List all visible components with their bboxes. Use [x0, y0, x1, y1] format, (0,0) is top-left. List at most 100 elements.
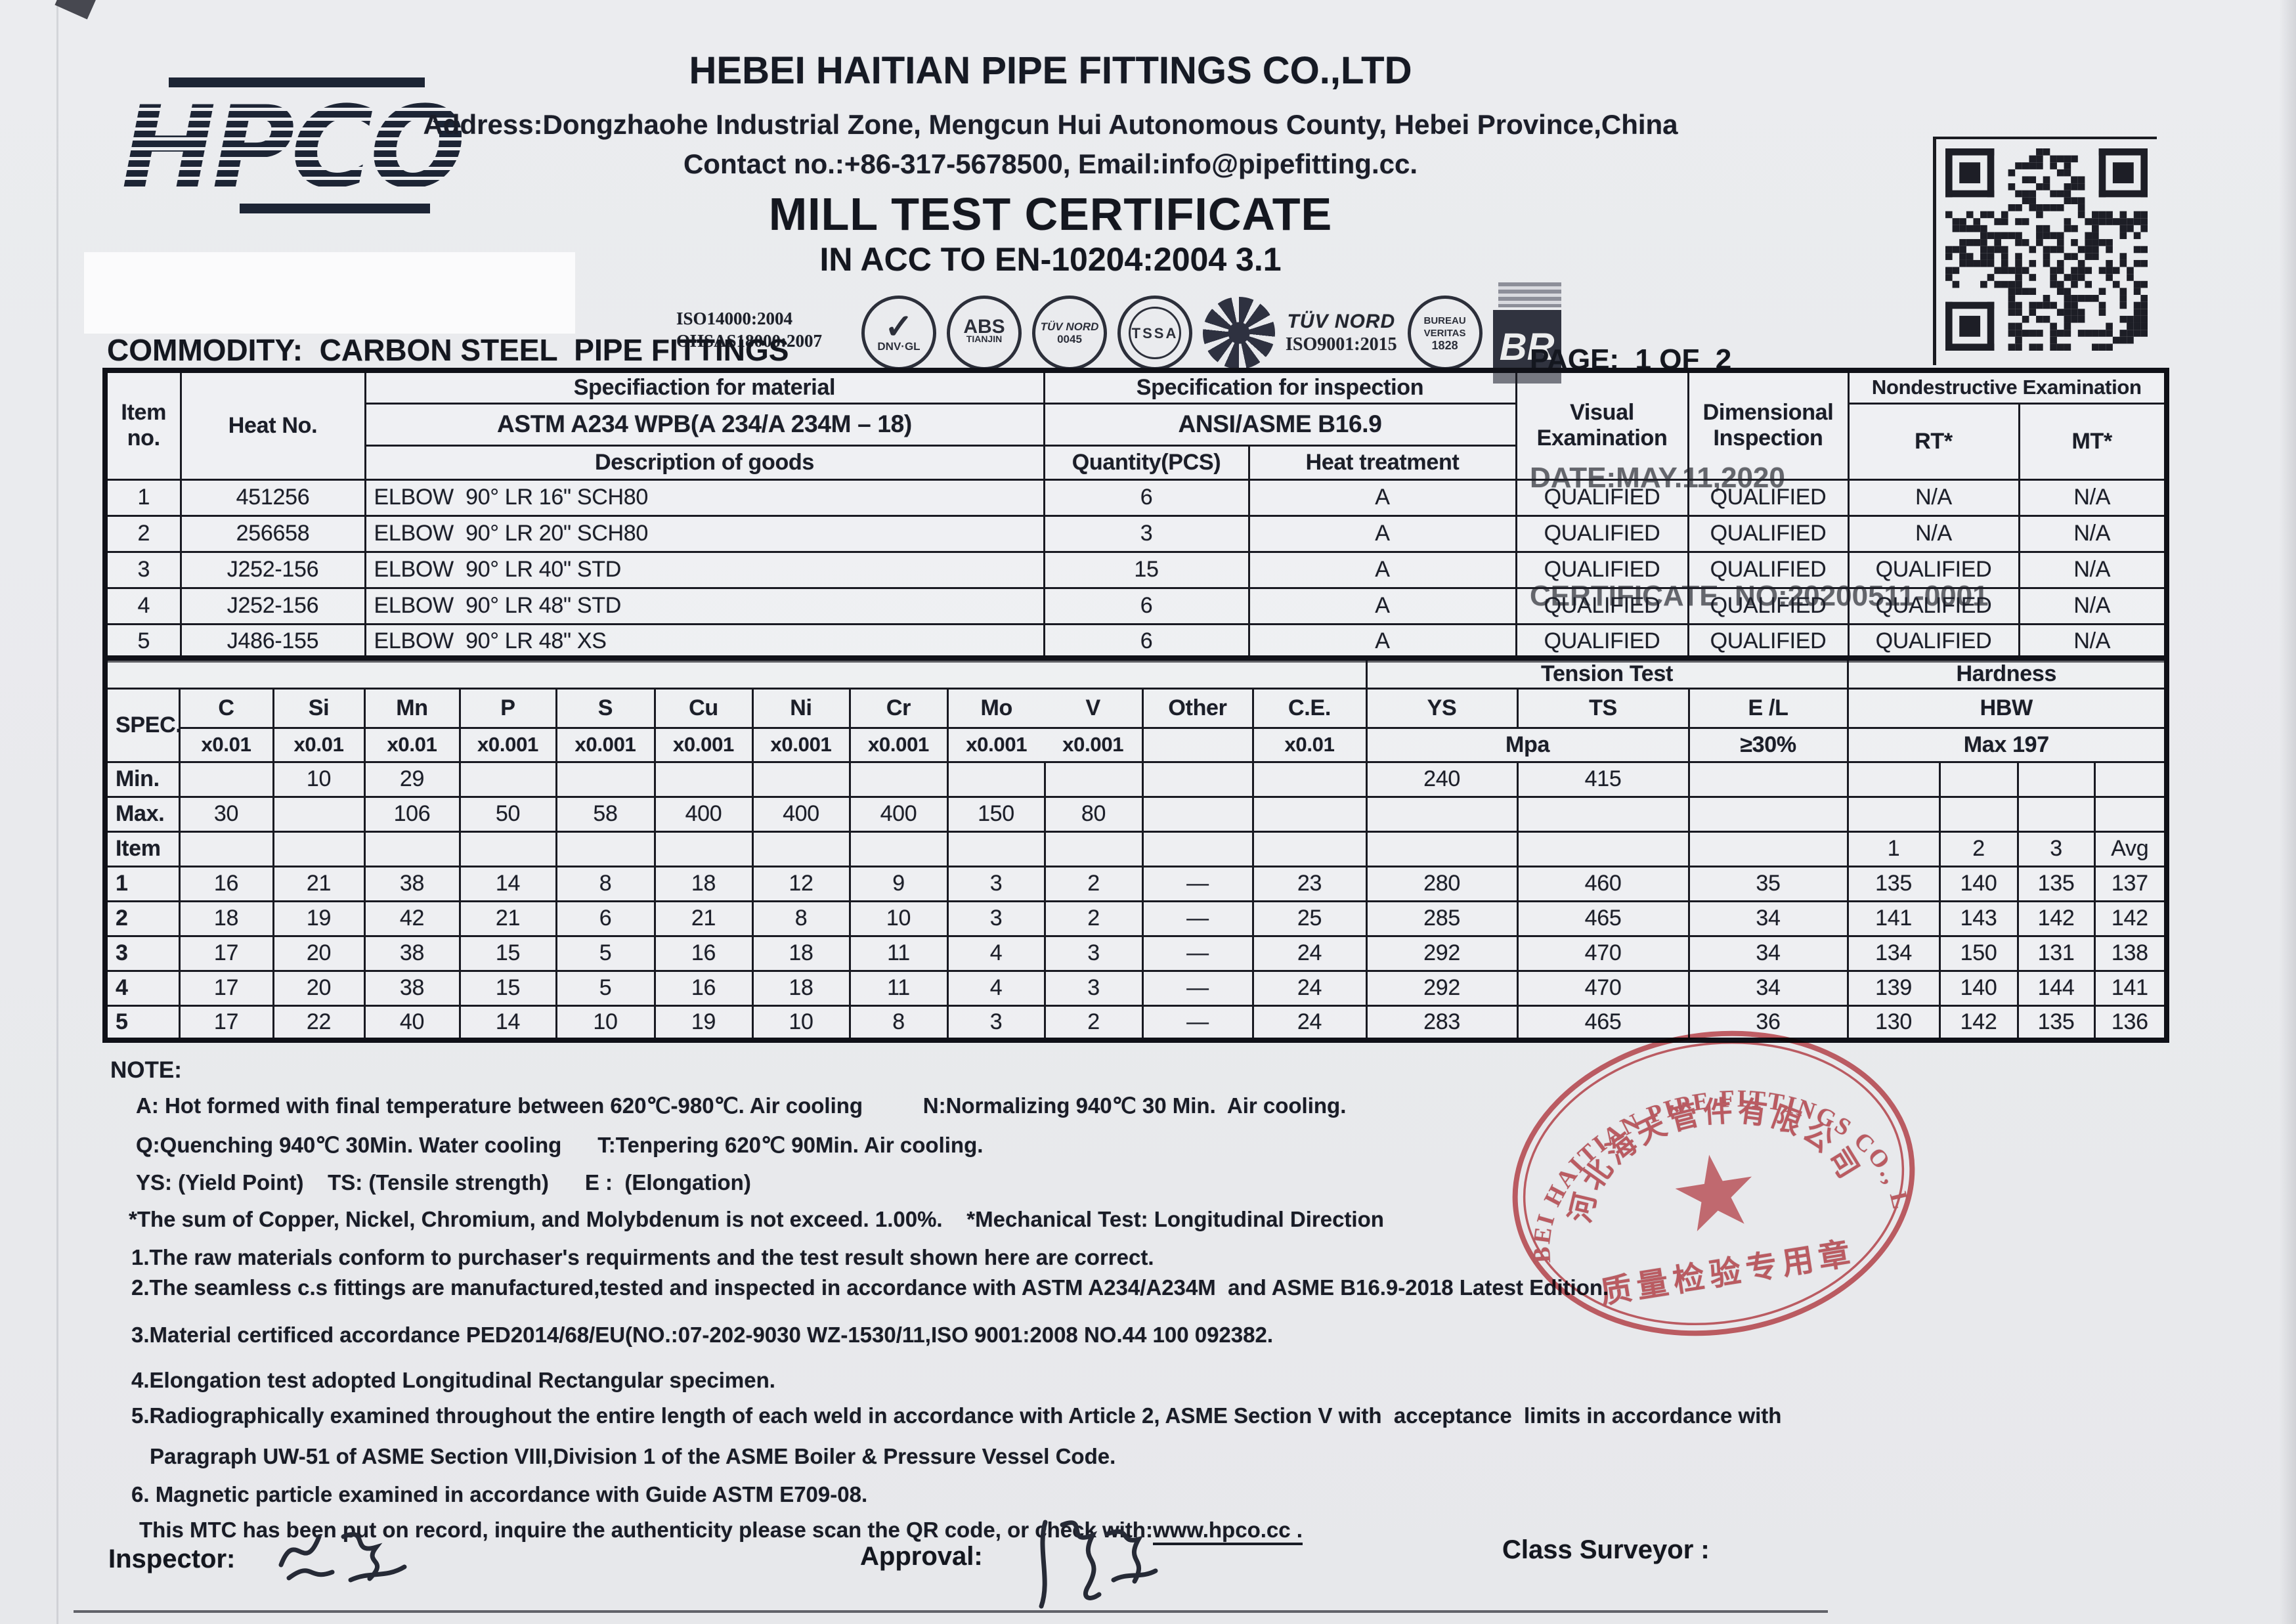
table-cell: 15 [458, 934, 557, 972]
table-cell: 18 [653, 865, 754, 902]
table-cell: 3 [104, 934, 181, 972]
col-header-hbw: HBW [1846, 687, 2168, 729]
tuv-nord-iso9001-badge: TÜV NORD ISO9001:2015 [1286, 311, 1397, 355]
table-row: 1 16 21 38 14 8 18 12 9 3 2 — 23 280 460… [104, 865, 2168, 902]
table-cell: 2 [104, 514, 182, 553]
table-cell: Item [104, 830, 181, 867]
logo-top-bar [169, 77, 425, 87]
table-cell: QUALIFIED [1687, 623, 1850, 661]
table-cell: — [1141, 1004, 1254, 1042]
table-cell: 3 [1043, 514, 1250, 553]
table-cell: 3 [946, 1004, 1046, 1042]
inspector-signature [278, 1531, 407, 1583]
badge-year: 1828 [1431, 338, 1458, 352]
table-cell: 137 [2093, 865, 2168, 902]
scan-corner-artifact [54, 0, 97, 20]
table-cell [1687, 795, 1849, 833]
bureau-veritas-badge-icon: BUREAU VERITAS 1828 [1407, 296, 1483, 370]
table-cell: 35 [1687, 865, 1849, 902]
table-cell [272, 830, 366, 867]
table-cell: 17 [178, 934, 274, 972]
badge-label: TÜV NORD [1287, 311, 1396, 332]
note-heat-treatment-a: A: Hot formed with final temperature bet… [136, 1093, 1347, 1118]
table-cell: 10 [751, 1004, 851, 1042]
spacer-cell [104, 657, 1368, 690]
table-cell: 144 [2016, 969, 2096, 1007]
table-cell: 16 [653, 934, 754, 972]
table-cell: 30 [178, 795, 274, 833]
table-cell: Max. [104, 795, 181, 833]
table-cell: 292 [1365, 934, 1519, 972]
note-item-5-line-2: Paragraph UW-51 of ASME Section VIII,Div… [150, 1444, 1116, 1468]
table-cell: 135 [2016, 1004, 2096, 1042]
table-cell: 3 [1043, 969, 1144, 1007]
table-cell: 10 [848, 900, 949, 937]
tssa-badge-icon: TSSA [1117, 296, 1192, 370]
abs-badge-icon: ABS TIANJIN [947, 296, 1022, 370]
table-cell: 6 [1043, 623, 1250, 661]
qr-code-image [1945, 148, 2148, 351]
table-cell: 80 [1043, 795, 1144, 833]
material-standard: ASTM A234 WPB(A 234/A 234M – 18) [364, 402, 1045, 447]
table-cell: 1 [1846, 830, 1941, 867]
unit-mpa: Mpa [1365, 726, 1690, 763]
table-cell: QUALIFIED [1687, 514, 1850, 553]
col-header-el: E /L [1687, 687, 1849, 729]
table-cell: 2 [1043, 1004, 1144, 1042]
table-row: 3 J252-156 ELBOW 90° LR 40" STD 15 A QUA… [104, 550, 2168, 589]
col-header-v: V [1045, 687, 1144, 729]
table-cell: ELBOW 90° LR 20" SCH80 [364, 514, 1045, 553]
table-cell: 142 [2016, 900, 2096, 937]
table-cell: 21 [272, 865, 366, 902]
col-header-dimensional-inspection: Dimensional Inspection [1687, 369, 1850, 481]
table-cell: 42 [363, 900, 461, 937]
table-cell [1687, 760, 1849, 798]
table-cell: 142 [2093, 900, 2168, 937]
table-cell [2093, 795, 2168, 833]
multiplier-v: x0.001 [1045, 726, 1144, 763]
table-cell [1365, 830, 1519, 867]
table-row: 5 17 22 40 14 10 19 10 8 3 2 — 24 283 46… [104, 1004, 2168, 1042]
approval-label: Approval: [860, 1542, 983, 1571]
document-subtitle: IN ACC TO EN-10204:2004 3.1 [819, 241, 1282, 278]
table-cell: 11 [848, 934, 949, 972]
table-cell: 4 [104, 969, 181, 1007]
scan-right-shade [2279, 0, 2296, 1624]
multiplier-cr: x0.001 [848, 726, 949, 763]
table-cell: 283 [1365, 1004, 1519, 1042]
table-cell: 6 [555, 900, 656, 937]
table-cell: 4 [946, 934, 1046, 972]
tssa-inner-ring: TSSA [1129, 307, 1181, 359]
table-cell [363, 830, 461, 867]
table-cell [946, 830, 1046, 867]
table-cell: 131 [2016, 934, 2096, 972]
table-cell: — [1141, 934, 1254, 972]
table-cell [848, 760, 949, 798]
col-header-si: Si [272, 687, 366, 729]
iso-certification-label: ISO14000:2004 OHSAS18000:2007 [676, 309, 823, 351]
table-cell [272, 795, 366, 833]
table-cell [1938, 795, 2019, 833]
table-cell: Min. [104, 760, 181, 798]
table-cell: ELBOW 90° LR 40" STD [364, 550, 1045, 589]
table-cell: Avg [2093, 830, 2168, 867]
table-cell: 2 [1043, 865, 1144, 902]
table-cell: 142 [1938, 1004, 2019, 1042]
table-cell: 3 [946, 865, 1046, 902]
table-cell: 3 [2016, 830, 2096, 867]
table-cell: A [1247, 478, 1517, 517]
multiplier-ni: x0.001 [751, 726, 851, 763]
table-cell: 280 [1365, 865, 1519, 902]
table-cell: 10 [272, 760, 366, 798]
table-cell: QUALIFIED [1687, 550, 1850, 589]
table-cell: 470 [1516, 969, 1690, 1007]
multiplier-ce: x0.01 [1251, 726, 1368, 763]
table-cell: A [1247, 514, 1517, 553]
table-cell: 40 [363, 1004, 461, 1042]
table-cell: 460 [1516, 865, 1690, 902]
table-cell [1043, 760, 1144, 798]
note-item-5-line-1: 5.Radiographically examined throughout t… [131, 1403, 1782, 1428]
col-header-spec: SPEC. [104, 687, 181, 763]
table-cell: J486-155 [179, 623, 366, 661]
table-cell: 451256 [179, 478, 366, 517]
